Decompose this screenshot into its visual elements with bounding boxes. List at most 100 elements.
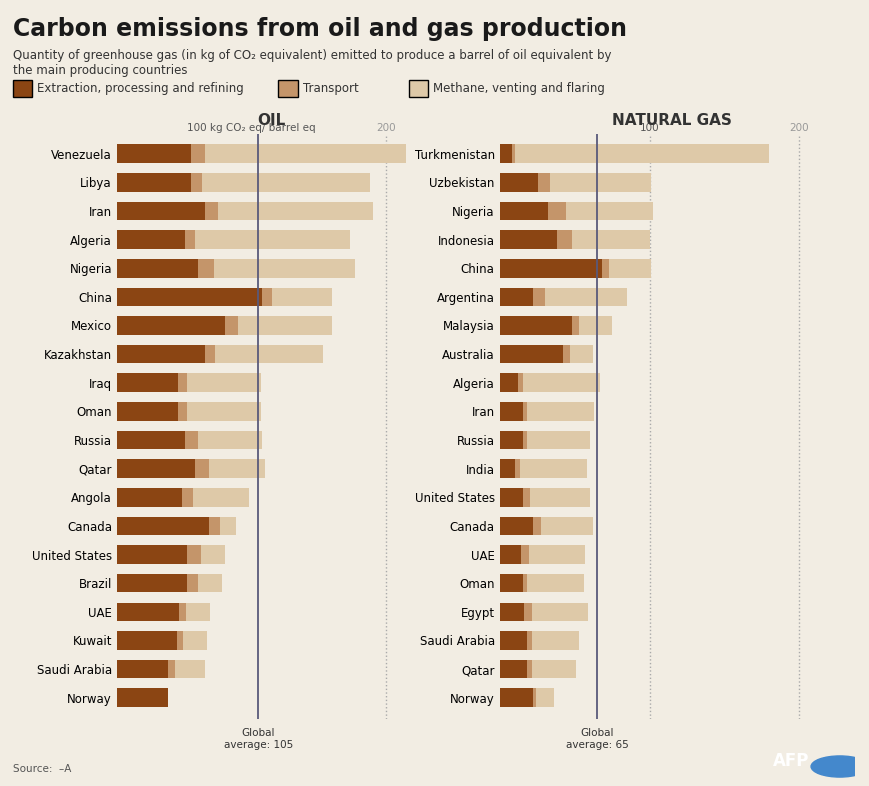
Bar <box>117 145 191 163</box>
Bar <box>196 459 209 478</box>
Bar <box>531 659 576 678</box>
Title: OIL: OIL <box>257 113 286 128</box>
Bar <box>527 659 531 678</box>
Bar <box>500 402 522 421</box>
Text: 200: 200 <box>788 123 808 133</box>
Text: Global
average: 105: Global average: 105 <box>223 728 293 750</box>
Bar <box>527 402 594 421</box>
Bar <box>500 202 547 220</box>
Bar <box>179 603 186 621</box>
Bar <box>547 202 566 220</box>
Bar <box>117 459 196 478</box>
Bar <box>117 373 177 392</box>
Bar <box>191 145 204 163</box>
Bar <box>204 202 218 220</box>
Bar <box>500 631 527 650</box>
Bar <box>192 488 249 507</box>
Bar <box>522 431 527 450</box>
Bar <box>522 373 600 392</box>
Bar <box>500 459 514 478</box>
Bar <box>500 488 522 507</box>
Bar <box>537 173 549 192</box>
Bar <box>117 288 262 306</box>
Bar <box>117 402 177 421</box>
Bar <box>531 603 587 621</box>
Bar <box>522 488 529 507</box>
Title: NATURAL GAS: NATURAL GAS <box>612 113 731 128</box>
Bar <box>177 402 187 421</box>
Bar <box>117 488 182 507</box>
Bar <box>204 345 216 363</box>
Bar <box>198 431 262 450</box>
Bar <box>238 316 332 335</box>
Bar <box>198 574 222 593</box>
Bar <box>512 145 514 163</box>
Bar <box>500 288 533 306</box>
Bar <box>500 516 533 535</box>
Bar <box>183 631 207 650</box>
Text: Carbon emissions from oil and gas production: Carbon emissions from oil and gas produc… <box>13 17 627 42</box>
Text: Transport: Transport <box>302 83 358 95</box>
Bar <box>184 230 196 249</box>
Bar <box>500 659 527 678</box>
Bar <box>187 545 201 564</box>
Text: 200: 200 <box>375 123 395 133</box>
Bar <box>214 259 355 277</box>
Bar <box>117 689 169 707</box>
Bar <box>169 659 175 678</box>
Bar <box>527 574 583 593</box>
Bar <box>579 316 612 335</box>
Bar <box>175 659 204 678</box>
Bar <box>176 631 183 650</box>
Bar <box>570 345 592 363</box>
Bar <box>518 373 522 392</box>
Bar <box>566 202 652 220</box>
Bar <box>500 689 533 707</box>
Text: 100 kg CO₂ eq/ barrel eq: 100 kg CO₂ eq/ barrel eq <box>187 123 315 133</box>
Text: the main producing countries: the main producing countries <box>13 64 188 78</box>
Bar <box>500 574 522 593</box>
Bar <box>186 603 210 621</box>
Bar <box>540 516 592 535</box>
Bar <box>562 345 570 363</box>
Bar <box>500 173 537 192</box>
Bar <box>545 288 627 306</box>
Bar <box>533 689 535 707</box>
Bar <box>522 402 527 421</box>
Bar <box>571 316 579 335</box>
Bar <box>528 545 585 564</box>
Bar <box>519 459 587 478</box>
Bar <box>117 202 204 220</box>
Bar <box>117 259 198 277</box>
Bar <box>500 373 518 392</box>
Bar <box>531 631 579 650</box>
Bar <box>521 545 528 564</box>
Bar <box>117 345 204 363</box>
Bar <box>549 173 650 192</box>
Bar <box>535 689 554 707</box>
Text: Methane, venting and flaring: Methane, venting and flaring <box>433 83 605 95</box>
Text: Source:  –A: Source: –A <box>13 764 71 773</box>
Bar <box>117 659 169 678</box>
Text: 100: 100 <box>639 123 659 133</box>
Text: Extraction, processing and refining: Extraction, processing and refining <box>37 83 244 95</box>
Bar <box>514 145 768 163</box>
Bar <box>117 173 191 192</box>
Bar <box>202 173 369 192</box>
Bar <box>523 603 531 621</box>
Bar <box>601 259 608 277</box>
Bar <box>522 574 527 593</box>
Text: Quantity of greenhouse gas (in kg of CO₂ equivalent) emitted to produce a barrel: Quantity of greenhouse gas (in kg of CO₂… <box>13 49 611 62</box>
Bar <box>529 488 589 507</box>
Bar <box>117 431 184 450</box>
Bar <box>218 202 372 220</box>
Bar <box>187 402 261 421</box>
Bar <box>117 631 176 650</box>
Bar <box>272 288 332 306</box>
Bar <box>500 545 521 564</box>
Bar <box>556 230 571 249</box>
Bar <box>500 603 523 621</box>
Bar <box>500 431 522 450</box>
Bar <box>500 316 571 335</box>
Text: Global
average: 65: Global average: 65 <box>566 728 628 750</box>
